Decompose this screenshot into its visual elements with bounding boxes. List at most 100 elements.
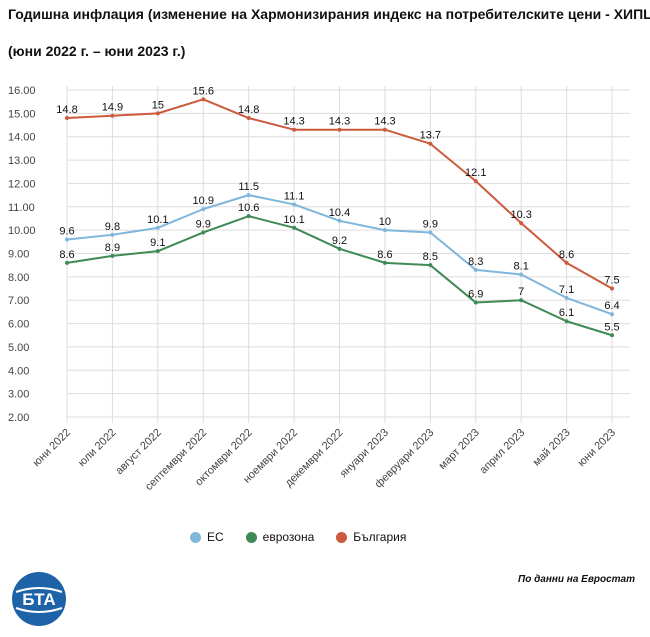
chart-title: Годишна инфлация (изменение на Хармонизи…: [8, 6, 650, 22]
data-point: [428, 230, 433, 235]
x-tick-label: юни 2023: [576, 427, 618, 469]
y-tick-label: 10.00: [8, 225, 36, 237]
data-point: [610, 312, 614, 317]
data-label: 8.9: [105, 242, 120, 254]
data-label: 8.6: [59, 249, 74, 261]
legend-marker-eurozone: [245, 531, 257, 543]
data-label: 10.9: [193, 195, 214, 207]
legend-item-eurozone[interactable]: еврозона: [245, 530, 315, 544]
data-label: 14.3: [374, 116, 395, 128]
y-tick-label: 16.00: [8, 85, 36, 97]
data-point: [519, 272, 524, 277]
legend-marker-bulgaria: [336, 531, 348, 543]
data-label: 15.6: [193, 85, 214, 97]
data-point: [473, 300, 478, 305]
data-point: [337, 218, 342, 223]
legend-item-bulgaria[interactable]: България: [336, 530, 406, 544]
y-tick-label: 13.00: [8, 155, 36, 167]
data-label: 10.4: [329, 207, 350, 219]
data-label: 6.1: [559, 307, 574, 319]
legend-label-eurozone: еврозона: [262, 530, 315, 544]
data-label: 14.8: [238, 104, 259, 116]
y-tick-label: 3.00: [8, 389, 29, 401]
data-point: [428, 141, 433, 146]
data-point: [473, 179, 478, 184]
data-label: 8.6: [559, 249, 574, 261]
x-tick-label: март 2023: [437, 427, 482, 472]
data-point: [564, 319, 569, 324]
data-label: 13.7: [420, 130, 441, 142]
y-tick-label: 15.00: [8, 108, 36, 120]
data-label: 14.9: [102, 102, 123, 114]
data-point: [155, 225, 160, 230]
data-point: [201, 207, 206, 212]
data-point: [337, 127, 342, 132]
data-label: 8.3: [468, 256, 483, 268]
legend-label-bulgaria: България: [353, 530, 407, 544]
data-point: [292, 127, 297, 132]
data-point: [110, 232, 115, 237]
data-point: [246, 214, 251, 219]
data-point: [337, 246, 342, 251]
x-tick-label: май 2023: [531, 427, 573, 469]
data-point: [382, 228, 387, 233]
data-point: [65, 237, 69, 242]
y-tick-label: 4.00: [8, 365, 29, 377]
data-label: 8.5: [423, 251, 438, 263]
data-label: 11.1: [284, 190, 305, 202]
x-tick-label: юни 2022: [31, 427, 73, 469]
data-point: [201, 97, 206, 102]
data-label: 9.9: [196, 218, 211, 230]
data-label: 5.5: [604, 321, 619, 333]
data-label: 9.8: [105, 221, 120, 233]
logo-text: БТА: [22, 590, 55, 609]
data-label: 8.6: [377, 249, 392, 261]
data-label: 6.4: [604, 300, 619, 312]
data-label: 9.2: [332, 235, 347, 247]
data-point: [110, 113, 115, 118]
y-tick-label: 14.00: [8, 132, 36, 144]
data-point: [201, 230, 206, 235]
legend-label-eu: ЕС: [207, 530, 224, 544]
data-label: 10.1: [283, 214, 304, 226]
data-point: [292, 225, 297, 230]
data-point: [65, 260, 69, 265]
data-point: [65, 116, 69, 121]
data-point: [246, 193, 251, 198]
data-label: 8.1: [514, 261, 529, 273]
chart-legend: ЕС еврозона България: [190, 530, 406, 544]
data-label: 10.3: [510, 209, 531, 221]
data-point: [610, 333, 614, 338]
x-tick-label: август 2022: [113, 427, 164, 478]
bta-logo: БТА: [12, 572, 66, 626]
y-tick-label: 5.00: [8, 342, 29, 354]
y-tick-label: 11.00: [8, 202, 35, 214]
data-label: 10.6: [238, 202, 259, 214]
y-tick-label: 12.00: [8, 178, 36, 190]
data-label: 14.8: [56, 104, 77, 116]
data-label: 6.9: [468, 289, 483, 301]
data-point: [428, 263, 433, 268]
x-tick-label: юли 2022: [76, 427, 119, 470]
source-note: По данни на Евростат: [518, 574, 636, 585]
data-label: 9.6: [59, 225, 74, 237]
data-point: [473, 267, 478, 272]
chart-subtitle: (юни 2022 г. – юни 2023 г.): [8, 43, 186, 59]
data-point: [155, 111, 160, 116]
data-label: 7.1: [559, 284, 574, 296]
data-point: [519, 298, 524, 303]
legend-item-eu[interactable]: ЕС: [190, 530, 224, 544]
data-label: 12.1: [465, 167, 486, 179]
data-label: 7.5: [604, 275, 619, 287]
data-label: 10.1: [147, 214, 168, 226]
x-tick-label: април 2023: [478, 427, 528, 477]
data-label: 14.3: [283, 116, 304, 128]
data-label: 9.9: [423, 218, 438, 230]
data-point: [564, 295, 569, 300]
y-tick-label: 2.00: [8, 412, 29, 424]
y-tick-label: 7.00: [8, 295, 29, 307]
data-point: [610, 286, 614, 291]
data-point: [110, 253, 115, 258]
y-tick-label: 6.00: [8, 319, 29, 331]
data-point: [382, 260, 387, 265]
